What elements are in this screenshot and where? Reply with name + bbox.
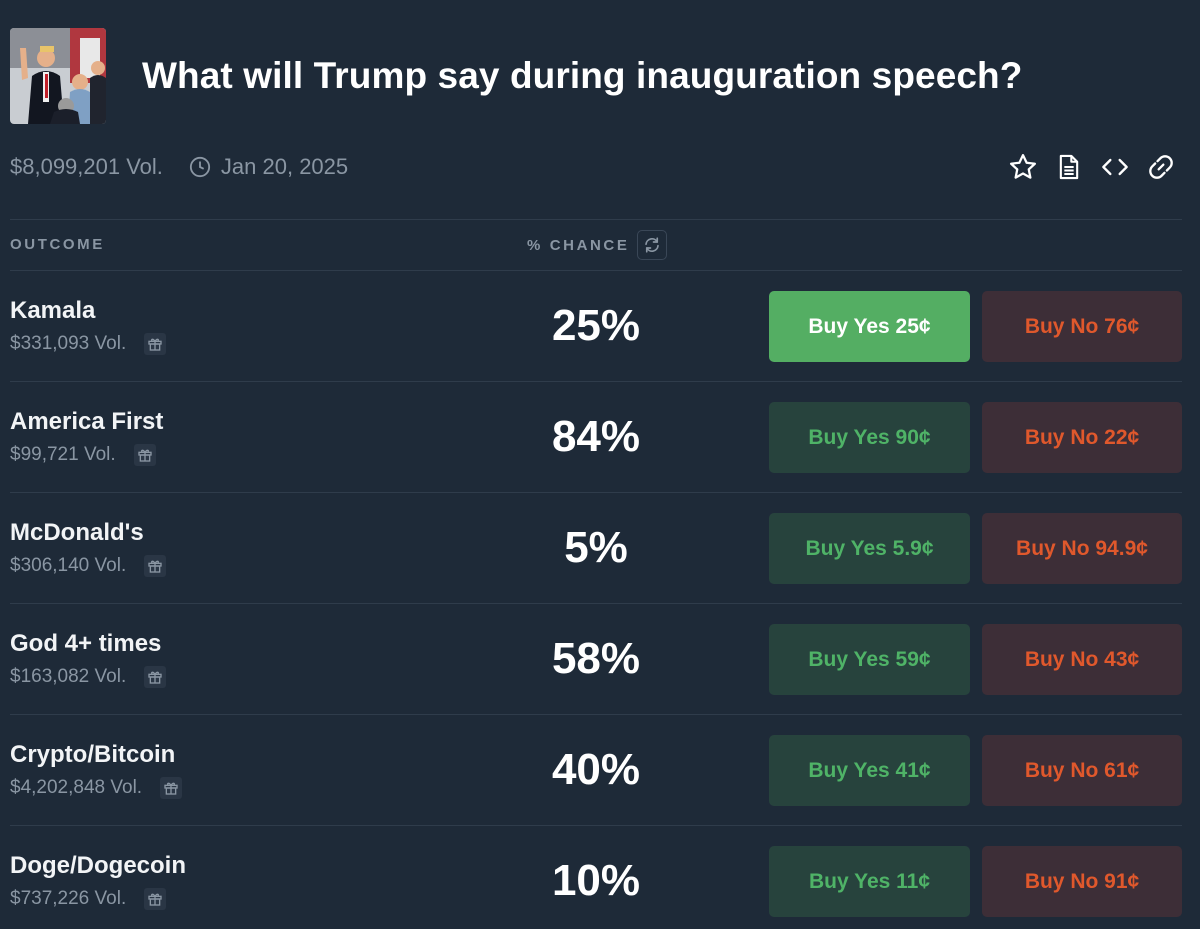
outcome-name[interactable]: God 4+ times xyxy=(10,630,162,657)
outcome-name[interactable]: America First xyxy=(10,408,164,435)
outcome-row: McDonald's $306,140 Vol. 5% Buy Yes 5.9¢… xyxy=(10,492,1182,603)
document-icon xyxy=(1059,154,1079,180)
refresh-button[interactable] xyxy=(637,230,668,260)
outcome-column-header: OUTCOME xyxy=(10,236,105,253)
outcome-volume-group: $99,721 Vol. xyxy=(10,444,156,466)
buy-no-button[interactable]: Buy No 61¢ xyxy=(982,735,1182,806)
chance-column-header: % CHANCE xyxy=(527,230,668,260)
outcome-row: America First $99,721 Vol. 84% Buy Yes 9… xyxy=(10,381,1182,492)
outcome-name[interactable]: Crypto/Bitcoin xyxy=(10,741,176,768)
total-volume: $8,099,201 Vol. xyxy=(10,154,163,179)
outcome-row: Kamala $331,093 Vol. 25% Buy Yes 25¢ Buy… xyxy=(10,270,1182,381)
chance-column-label: % CHANCE xyxy=(527,236,630,254)
buy-yes-button[interactable]: Buy Yes 11¢ xyxy=(769,846,970,917)
buy-no-button[interactable]: Buy No 76¢ xyxy=(982,291,1182,362)
outcome-volume-group: $306,140 Vol. xyxy=(10,555,167,577)
outcome-chance: 10% xyxy=(551,856,641,905)
outcome-volume-group: $737,226 Vol. xyxy=(10,888,167,910)
end-date-text: Jan 20, 2025 xyxy=(220,154,349,179)
gift-icon[interactable] xyxy=(144,666,167,688)
outcome-volume: $737,226 Vol. xyxy=(10,888,127,909)
outcome-chance: 5% xyxy=(564,523,628,572)
outcome-name[interactable]: Doge/Dogecoin xyxy=(10,852,187,879)
outcome-row: God 4+ times $163,082 Vol. 58% Buy Yes 5… xyxy=(10,603,1182,714)
outcome-volume-group: $163,082 Vol. xyxy=(10,666,167,688)
page-title: What will Trump say during inauguration … xyxy=(142,55,1023,96)
market-header: What will Trump say during inauguration … xyxy=(10,28,1022,124)
outcome-chance: 58% xyxy=(551,634,641,683)
rules-button[interactable] xyxy=(1052,150,1086,184)
outcome-row: Doge/Dogecoin $737,226 Vol. 10% Buy Yes … xyxy=(10,825,1182,929)
outcome-volume: $331,093 Vol. xyxy=(10,333,127,354)
outcome-chance: 25% xyxy=(551,301,641,350)
outcome-volume-group: $4,202,848 Vol. xyxy=(10,777,183,799)
buy-no-button[interactable]: Buy No 94.9¢ xyxy=(982,513,1182,584)
link-icon xyxy=(1149,155,1173,179)
gift-icon[interactable] xyxy=(133,444,156,466)
favorite-button[interactable] xyxy=(1006,150,1040,184)
gift-icon[interactable] xyxy=(144,555,167,577)
market-actions xyxy=(994,150,1178,184)
outcome-chance: 84% xyxy=(551,412,641,461)
outcome-volume: $306,140 Vol. xyxy=(10,555,127,576)
clock-icon xyxy=(189,156,211,178)
gift-icon[interactable] xyxy=(144,333,167,355)
gift-icon[interactable] xyxy=(144,888,167,910)
outcome-table: Kamala $331,093 Vol. 25% Buy Yes 25¢ Buy… xyxy=(10,270,1182,929)
buy-no-button[interactable]: Buy No 91¢ xyxy=(982,846,1182,917)
outcome-chance: 40% xyxy=(551,745,641,794)
outcome-volume: $4,202,848 Vol. xyxy=(10,777,143,798)
buy-no-button[interactable]: Buy No 43¢ xyxy=(982,624,1182,695)
outcome-name[interactable]: Kamala xyxy=(10,297,96,324)
outcome-volume: $99,721 Vol. xyxy=(10,444,116,465)
buy-no-button[interactable]: Buy No 22¢ xyxy=(982,402,1182,473)
outcome-volume-group: $331,093 Vol. xyxy=(10,333,167,355)
copy-link-button[interactable] xyxy=(1144,150,1178,184)
embed-button[interactable] xyxy=(1098,150,1132,184)
gift-icon[interactable] xyxy=(160,777,183,799)
outcome-volume: $163,082 Vol. xyxy=(10,666,127,687)
end-date: Jan 20, 2025 xyxy=(189,154,348,180)
outcome-row: Crypto/Bitcoin $4,202,848 Vol. 40% Buy Y… xyxy=(10,714,1182,825)
buy-yes-button[interactable]: Buy Yes 90¢ xyxy=(769,402,970,473)
star-icon xyxy=(1010,154,1036,179)
refresh-icon xyxy=(645,237,660,253)
embed-code-icon xyxy=(1102,158,1128,176)
outcome-name[interactable]: McDonald's xyxy=(10,519,144,546)
buy-yes-button[interactable]: Buy Yes 5.9¢ xyxy=(769,513,970,584)
buy-yes-button[interactable]: Buy Yes 41¢ xyxy=(769,735,970,806)
market-thumbnail xyxy=(10,28,106,124)
buy-yes-button[interactable]: Buy Yes 59¢ xyxy=(769,624,970,695)
buy-yes-button[interactable]: Buy Yes 25¢ xyxy=(769,291,970,362)
header-divider xyxy=(10,219,1182,220)
market-meta: $8,099,201 Vol. Jan 20, 2025 xyxy=(10,154,348,180)
